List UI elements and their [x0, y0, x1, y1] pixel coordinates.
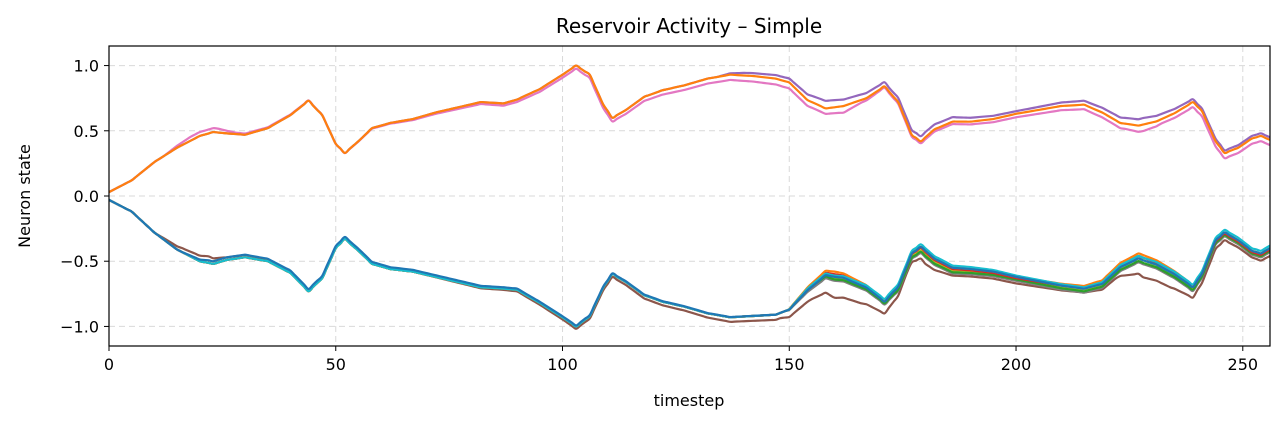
- chart-title: Reservoir Activity – Simple: [556, 14, 822, 38]
- y-tick-label: 1.0: [74, 57, 99, 76]
- y-axis-title: Neuron state: [15, 144, 34, 248]
- series-line-10: [109, 198, 1270, 327]
- series-line-2: [109, 64, 1270, 194]
- x-tick-label: 150: [774, 355, 805, 374]
- y-tick-label: −0.5: [60, 252, 99, 271]
- x-tick-label: 100: [547, 355, 578, 374]
- x-tick-label: 50: [326, 355, 346, 374]
- x-tick-label: 0: [104, 355, 114, 374]
- x-axis-title: timestep: [654, 391, 725, 410]
- x-tick-label: 200: [1001, 355, 1032, 374]
- y-tick-label: 0.0: [74, 187, 99, 206]
- y-tick-label: 0.5: [74, 122, 99, 141]
- y-tick-label: −1.0: [60, 317, 99, 336]
- grid-layer: [108, 46, 1270, 346]
- x-tick-label: 250: [1228, 355, 1259, 374]
- series-layer: [109, 64, 1270, 330]
- tick-layer: 0 50 100 150 200 250 −1.0 −0.5 0.0 0.5 1.0: [60, 57, 1258, 374]
